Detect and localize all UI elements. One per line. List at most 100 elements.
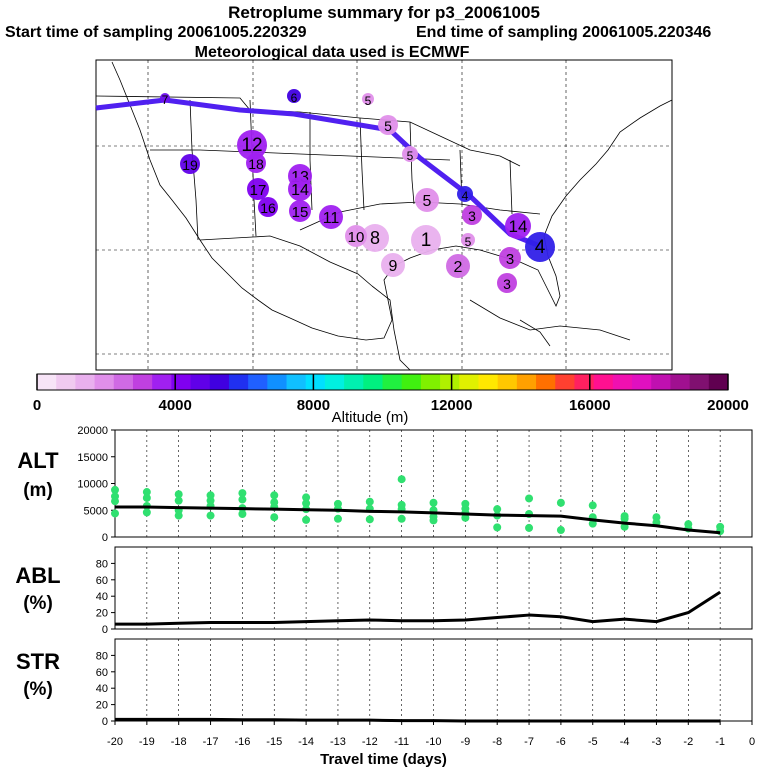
scatter-point: [302, 515, 311, 524]
colorbar-segment: [401, 374, 422, 390]
cluster-label-7: 7: [162, 93, 169, 107]
scatter-point: [302, 499, 311, 508]
scatter-point: [397, 475, 406, 484]
y-tick-label: 20: [96, 608, 108, 620]
colorbar-segment: [363, 374, 383, 390]
y-axis-unit: (%): [23, 679, 53, 700]
colorbar-segment: [708, 374, 729, 390]
scatter-point: [111, 509, 119, 518]
y-tick-label: 20000: [77, 425, 108, 437]
cluster-marker-19: [180, 154, 200, 174]
time-series-panels: 0 5000 10000 15000 20000 ALT (m) 0 20 40 60 80 ABL (%…: [15, 425, 755, 768]
cluster-marker-8: [361, 224, 389, 252]
x-tick-label: -8: [492, 736, 502, 748]
y-tick-label: 5000: [84, 505, 108, 517]
scatter-point: [206, 511, 215, 520]
x-tick-label: -15: [266, 736, 282, 748]
cluster-marker-4: [457, 186, 473, 202]
scatter-point: [111, 497, 119, 506]
scatter-point: [556, 498, 565, 507]
cluster-marker-3: [499, 247, 521, 269]
x-tick-label: -13: [330, 736, 346, 748]
cluster-label-5: 5: [384, 118, 392, 134]
cluster-marker-14: [288, 177, 312, 201]
colorbar-segment: [497, 374, 518, 390]
colorbar-tick-label: 20000: [707, 397, 749, 414]
cluster-label-5: 5: [465, 235, 472, 249]
y-tick-label: 20: [96, 700, 108, 712]
scatter-point: [333, 514, 342, 523]
y-axis-unit: (m): [23, 480, 53, 501]
cluster-marker-3: [497, 273, 517, 293]
colorbar-segment: [190, 374, 211, 390]
cluster-label-12: 12: [241, 135, 262, 156]
map-panel: 12333445555567891011121314141516171819: [95, 59, 673, 371]
x-tick-label: 0: [749, 736, 755, 748]
y-tick-label: 0: [102, 716, 108, 728]
cluster-marker-4: [525, 232, 555, 262]
cluster-marker-3: [462, 205, 482, 225]
map-grid: [96, 60, 672, 370]
scatter-point: [142, 493, 151, 502]
colorbar-tick-label: 12000: [431, 397, 473, 414]
colorbar-segment: [440, 374, 460, 390]
colorbar-segment: [593, 374, 614, 390]
cluster-label-2: 2: [454, 259, 463, 276]
colorbar-segment: [132, 374, 153, 390]
scatter-point: [270, 491, 279, 500]
scatter-point: [556, 526, 565, 535]
scatter-point: [174, 496, 183, 505]
scatter-point: [493, 505, 502, 514]
scatter-point: [461, 513, 470, 522]
y-tick-label: 0: [102, 532, 108, 544]
map-frame: [95, 59, 673, 371]
colorbar-segment: [632, 374, 652, 390]
scatter-point: [365, 497, 374, 506]
panel-alt: 0 5000 10000 15000 20000 ALT (m): [17, 425, 753, 544]
x-tick-label: -12: [362, 736, 378, 748]
scatter-point: [429, 498, 438, 507]
cluster-label-5: 5: [407, 149, 414, 163]
colorbar-segment: [555, 374, 575, 390]
cluster-marker-5: [378, 115, 398, 135]
cluster-marker-16: [258, 197, 278, 217]
scatter-point: [111, 485, 119, 494]
colorbar-segment: [574, 374, 595, 390]
scatter-point: [142, 488, 151, 497]
scatter-point: [174, 511, 183, 520]
colorbar-segment: [516, 374, 537, 390]
cluster-label-19: 19: [182, 157, 198, 173]
colorbar-segment: [382, 374, 403, 390]
cluster-label-4: 4: [535, 237, 546, 258]
cluster-marker-17: [247, 178, 269, 200]
y-tick-label: 40: [96, 683, 108, 695]
x-tick-label: -3: [652, 736, 662, 748]
colorbar-segment: [459, 374, 479, 390]
cluster-marker-5: [461, 233, 475, 247]
scatter-point: [142, 508, 151, 517]
colorbar-segment: [651, 374, 671, 390]
colorbar-tick-label: 4000: [159, 397, 192, 414]
colorbar-segment: [113, 374, 134, 390]
cluster-label-18: 18: [248, 156, 264, 172]
x-tick-label: -10: [426, 736, 442, 748]
y-tick-label: 40: [96, 591, 108, 603]
cluster-markers: 12333445555567891011121314141516171819: [160, 89, 555, 293]
cluster-marker-7: [160, 93, 170, 103]
y-axis-label: ABL: [15, 563, 60, 588]
colorbar-segment: [670, 374, 691, 390]
scatter-point: [620, 514, 629, 523]
x-tick-label: -7: [524, 736, 534, 748]
y-axis-label: STR: [16, 649, 60, 674]
cluster-marker-9: [381, 253, 405, 277]
y-tick-label: 60: [96, 667, 108, 679]
cluster-label-3: 3: [503, 276, 511, 292]
colorbar-segment: [152, 374, 172, 390]
y-tick-label: 60: [96, 575, 108, 587]
cluster-label-5: 5: [423, 193, 432, 210]
colorbar-tick-label: 16000: [569, 397, 611, 414]
scatter-point: [525, 494, 534, 503]
colorbar-segment: [248, 374, 268, 390]
scatter-point: [174, 490, 183, 499]
